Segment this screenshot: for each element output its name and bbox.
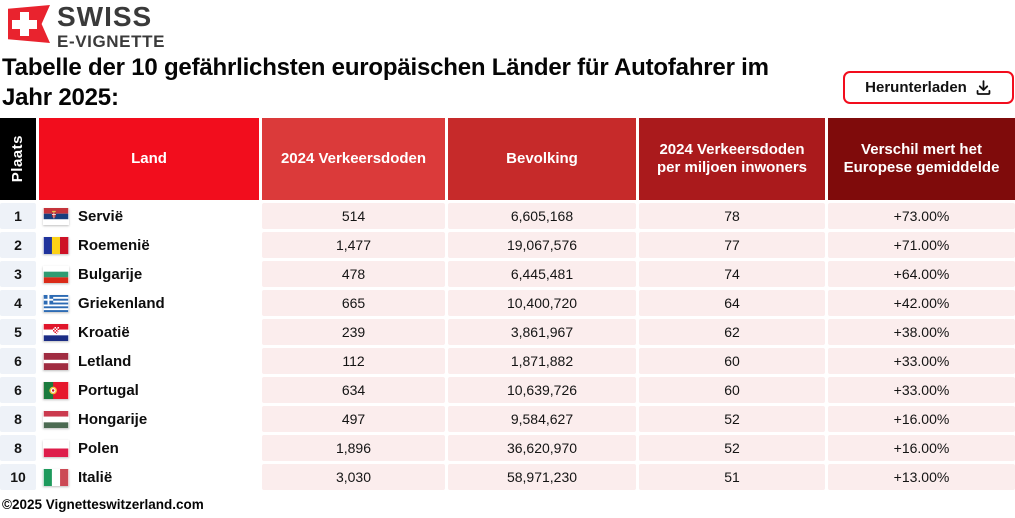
- population-cell: 36,620,970: [448, 435, 636, 461]
- deaths-cell: 665: [262, 290, 445, 316]
- deaths-cell: 478: [262, 261, 445, 287]
- download-button[interactable]: Herunterladen: [843, 71, 1014, 104]
- country-flag-icon: [43, 323, 69, 341]
- deaths-per-million-cell: 64: [639, 290, 825, 316]
- deaths-per-million-cell: 60: [639, 377, 825, 403]
- difference-cell: +64.00%: [828, 261, 1015, 287]
- brand-line-swiss: SWISS: [57, 1, 153, 32]
- population-cell: 6,445,481: [448, 261, 636, 287]
- deaths-per-million-cell: 77: [639, 232, 825, 258]
- rank-cell: 2: [0, 232, 36, 258]
- country-flag-icon: [43, 410, 69, 428]
- difference-cell: +33.00%: [828, 348, 1015, 374]
- country-name: Kroatië: [78, 323, 130, 341]
- population-cell: 58,971,230: [448, 464, 636, 490]
- deaths-per-million-cell: 51: [639, 464, 825, 490]
- country-name: Roemenië: [78, 236, 150, 254]
- brand-text: SWISS E-VIGNETTE: [57, 1, 166, 52]
- deaths-cell: 1,896: [262, 435, 445, 461]
- deaths-per-million-cell: 60: [639, 348, 825, 374]
- country-cell: Hongarije: [39, 406, 259, 432]
- column-header-plaats: Plaats: [0, 118, 36, 200]
- country-name: Letland: [78, 352, 132, 370]
- deaths-per-million-cell: 52: [639, 435, 825, 461]
- deaths-cell: 634: [262, 377, 445, 403]
- rank-cell: 8: [0, 406, 36, 432]
- country-cell: Polen: [39, 435, 259, 461]
- deaths-cell: 3,030: [262, 464, 445, 490]
- deaths-per-million-cell: 78: [639, 203, 825, 229]
- country-cell: Letland: [39, 348, 259, 374]
- swiss-flag-icon: [8, 5, 50, 43]
- download-button-label: Herunterladen: [865, 79, 967, 96]
- column-header-land: Land: [39, 118, 259, 200]
- deaths-per-million-cell: 52: [639, 406, 825, 432]
- country-cell: Bulgarije: [39, 261, 259, 287]
- country-name: Polen: [78, 439, 119, 457]
- country-flag-icon: [43, 294, 69, 312]
- population-cell: 10,639,726: [448, 377, 636, 403]
- difference-cell: +16.00%: [828, 406, 1015, 432]
- population-cell: 1,871,882: [448, 348, 636, 374]
- country-cell: Griekenland: [39, 290, 259, 316]
- rank-cell: 3: [0, 261, 36, 287]
- column-header-bevolking: Bevolking: [448, 118, 636, 200]
- country-cell: Italië: [39, 464, 259, 490]
- copyright-text: ©2025 Vignetteswitzerland.com: [2, 497, 204, 512]
- population-cell: 19,067,576: [448, 232, 636, 258]
- difference-cell: +38.00%: [828, 319, 1015, 345]
- difference-cell: +42.00%: [828, 290, 1015, 316]
- country-cell: Kroatië: [39, 319, 259, 345]
- country-flag-icon: [43, 381, 69, 399]
- country-flag-icon: [43, 265, 69, 283]
- difference-cell: +13.00%: [828, 464, 1015, 490]
- difference-cell: +16.00%: [828, 435, 1015, 461]
- rank-cell: 1: [0, 203, 36, 229]
- country-flag-icon: [43, 439, 69, 457]
- swiss-evignette-logo: [8, 5, 50, 43]
- country-name: Portugal: [78, 381, 139, 399]
- country-name: Griekenland: [78, 294, 165, 312]
- difference-cell: +71.00%: [828, 232, 1015, 258]
- rank-cell: 6: [0, 377, 36, 403]
- country-name: Servië: [78, 207, 124, 225]
- column-header-verkeersdoden: 2024 Verkeersdoden: [262, 118, 445, 200]
- swiss-cross-icon: [12, 19, 37, 29]
- deaths-per-million-cell: 74: [639, 261, 825, 287]
- deaths-cell: 514: [262, 203, 445, 229]
- danger-countries-table: Plaats Land 2024 Verkeersdoden Bevolking…: [0, 118, 1015, 490]
- population-cell: 3,861,967: [448, 319, 636, 345]
- rank-cell: 6: [0, 348, 36, 374]
- difference-cell: +73.00%: [828, 203, 1015, 229]
- population-cell: 9,584,627: [448, 406, 636, 432]
- country-name: Italië: [78, 468, 113, 486]
- deaths-cell: 112: [262, 348, 445, 374]
- download-icon: [975, 79, 992, 96]
- rank-cell: 8: [0, 435, 36, 461]
- rank-cell: 4: [0, 290, 36, 316]
- rank-cell: 10: [0, 464, 36, 490]
- country-flag-icon: [43, 468, 69, 486]
- deaths-cell: 239: [262, 319, 445, 345]
- country-name: Hongarije: [78, 410, 148, 428]
- country-flag-icon: [43, 207, 69, 225]
- country-cell: Roemenië: [39, 232, 259, 258]
- population-cell: 10,400,720: [448, 290, 636, 316]
- difference-cell: +33.00%: [828, 377, 1015, 403]
- rank-cell: 5: [0, 319, 36, 345]
- deaths-per-million-cell: 62: [639, 319, 825, 345]
- country-cell: Portugal: [39, 377, 259, 403]
- column-header-per-miljoen: 2024 Verkeersdoden per miljoen inwoners: [639, 118, 825, 200]
- page-title: Tabelle der 10 gefährlichsten europäisch…: [2, 54, 769, 111]
- brand-line-evignette: E-VIGNETTE: [57, 32, 166, 51]
- country-cell: Servië: [39, 203, 259, 229]
- population-cell: 6,605,168: [448, 203, 636, 229]
- deaths-cell: 1,477: [262, 232, 445, 258]
- country-flag-icon: [43, 352, 69, 370]
- country-name: Bulgarije: [78, 265, 143, 283]
- column-header-verschil: Verschil mert het Europese gemiddelde: [828, 118, 1015, 200]
- country-flag-icon: [43, 236, 69, 254]
- deaths-cell: 497: [262, 406, 445, 432]
